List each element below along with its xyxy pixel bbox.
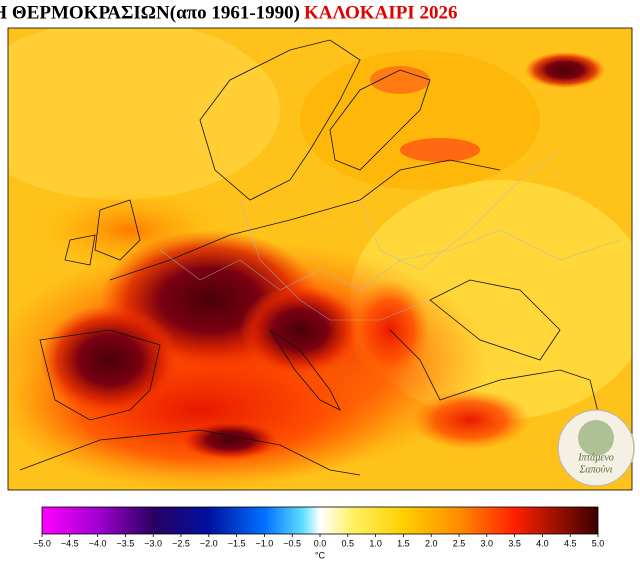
title-highlight: ΚΑΛΟΚΑΙΡΙ 2026 [304,2,457,23]
colorbar-tick-label: 1.0 [369,538,382,548]
colorbar-tick-label: −2.0 [200,538,218,548]
temperature-field [400,138,480,162]
logo: Ιπτάμενο Σαπούνι [557,409,635,487]
colorbar-tick-label: 2.5 [453,538,466,548]
colorbar-tick-label: 5.0 [592,538,605,548]
colorbar-tick-label: −3.5 [117,538,135,548]
colorbar-tick-label: −4.0 [89,538,107,548]
logo-text: Σαπούνι [578,464,612,475]
temperature-field [240,285,360,375]
colorbar-tick-label: 3.0 [481,538,494,548]
colorbar-tick-label: 4.5 [564,538,577,548]
map-frame [7,27,633,491]
colorbar-tick-label: 0.5 [342,538,355,548]
colorbar-tick-label: 3.5 [508,538,521,548]
temperature-field [370,66,430,94]
temperature-field [40,305,180,415]
colorbar-tick-label: −5.0 [33,538,51,548]
temperature-field [300,50,540,190]
logo-icon [578,420,614,456]
colorbar-tick-label: −4.5 [61,538,79,548]
colorbar-tick-label: −1.5 [228,538,246,548]
map [8,28,632,490]
temperature-field [525,52,605,88]
title-main: ΑΠΟΚΛΙΣΗ ΘΕΡΜΟΚΡΑΣΙΩΝ(απο 1961-1990) [0,2,300,23]
colorbar-tick-label: 0.0 [314,538,327,548]
colorbar-tick-label: −0.5 [283,538,301,548]
borders [159,149,621,321]
colorbar-tick-label: −2.5 [172,538,190,548]
colorbar-tick-label: −1.0 [256,538,274,548]
colorbar [41,506,599,535]
temperature-field [180,420,280,460]
temperature-field [410,390,530,450]
coastlines [19,39,601,476]
temperature-field [8,28,280,200]
colorbar-tick-label: 4.0 [536,538,549,548]
logo-text: Ιπτάμενο [577,452,614,463]
colorbar-tick-label: −3.0 [144,538,162,548]
colorbar-tick-label: 2.0 [425,538,438,548]
colorbar-tick-label: 1.5 [397,538,410,548]
colorbar-unit: °C [315,550,326,560]
